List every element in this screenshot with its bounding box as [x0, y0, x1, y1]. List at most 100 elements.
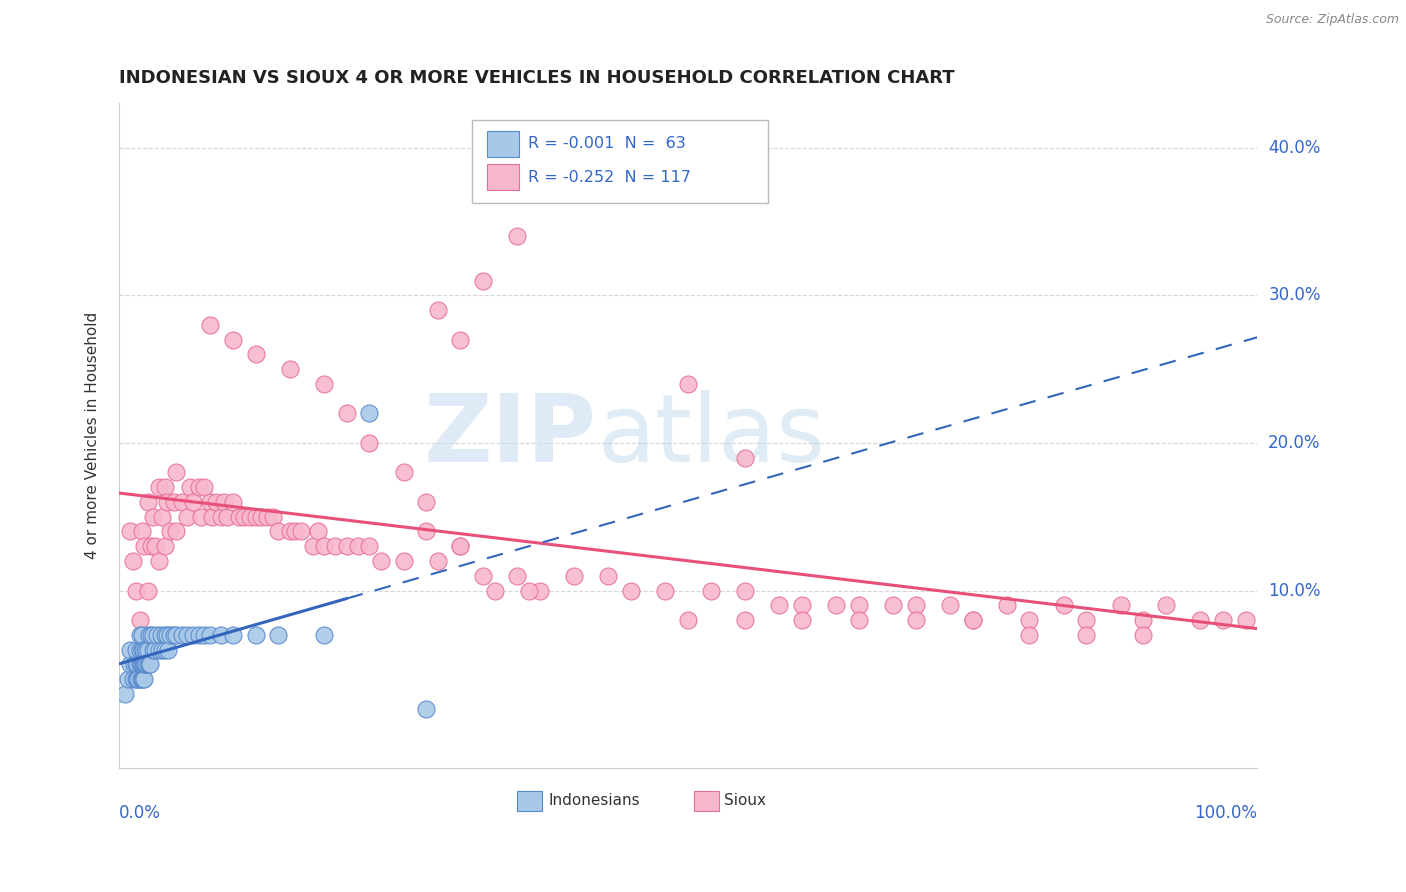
Point — [179, 480, 201, 494]
Point — [120, 524, 142, 539]
Point — [790, 613, 813, 627]
Point — [995, 599, 1018, 613]
Point — [132, 657, 155, 672]
Point — [250, 509, 273, 524]
Point — [201, 509, 224, 524]
Point — [125, 657, 148, 672]
Point — [165, 628, 187, 642]
Point — [239, 509, 262, 524]
Point — [267, 628, 290, 642]
Point — [132, 642, 155, 657]
Point — [153, 628, 176, 642]
Point — [127, 657, 149, 672]
Y-axis label: 4 or more Vehicles in Household: 4 or more Vehicles in Household — [86, 312, 100, 559]
Point — [939, 599, 962, 613]
Point — [135, 657, 157, 672]
Point — [190, 509, 212, 524]
Point — [233, 509, 256, 524]
Point — [136, 583, 159, 598]
Point — [131, 657, 153, 672]
Text: atlas: atlas — [598, 390, 825, 482]
Point — [181, 628, 204, 642]
Point — [163, 628, 186, 642]
Point — [193, 480, 215, 494]
Point — [131, 642, 153, 657]
Point — [392, 554, 415, 568]
Point — [170, 495, 193, 509]
Point — [187, 480, 209, 494]
Bar — [693, 791, 718, 811]
Point — [472, 568, 495, 582]
Point — [517, 583, 540, 598]
Point — [163, 495, 186, 509]
Point — [790, 599, 813, 613]
Point — [562, 568, 585, 582]
Point — [170, 628, 193, 642]
Point — [848, 613, 870, 627]
Point — [150, 509, 173, 524]
Point — [472, 273, 495, 287]
Point — [359, 406, 381, 420]
Point — [484, 583, 506, 598]
Point — [734, 583, 756, 598]
Point — [370, 554, 392, 568]
Point — [676, 613, 699, 627]
Point — [114, 687, 136, 701]
Point — [290, 524, 312, 539]
Point — [1052, 599, 1074, 613]
Text: R = -0.252  N = 117: R = -0.252 N = 117 — [527, 169, 690, 185]
Text: R = -0.001  N =  63: R = -0.001 N = 63 — [527, 136, 685, 152]
Point — [136, 495, 159, 509]
Point — [153, 539, 176, 553]
Point — [134, 642, 156, 657]
Point — [135, 642, 157, 657]
Point — [128, 657, 150, 672]
Point — [128, 642, 150, 657]
Point — [1076, 613, 1098, 627]
Point — [145, 628, 167, 642]
Text: 0.0%: 0.0% — [120, 805, 160, 822]
Point — [128, 657, 150, 672]
Text: 40.0%: 40.0% — [1268, 138, 1320, 157]
Point — [125, 642, 148, 657]
Point — [312, 539, 335, 553]
Point — [449, 539, 471, 553]
Point — [904, 599, 927, 613]
Point — [139, 657, 162, 672]
Text: ZIP: ZIP — [425, 390, 598, 482]
Point — [323, 539, 346, 553]
Point — [145, 642, 167, 657]
Bar — [486, 164, 519, 190]
Point — [193, 628, 215, 642]
Point — [359, 539, 381, 553]
Point — [132, 657, 155, 672]
Point — [153, 642, 176, 657]
Text: Indonesians: Indonesians — [548, 793, 640, 808]
Point — [1018, 628, 1040, 642]
Point — [1212, 613, 1234, 627]
Point — [245, 347, 267, 361]
Point — [734, 450, 756, 465]
Point — [136, 642, 159, 657]
Point — [1132, 613, 1154, 627]
Point — [159, 524, 181, 539]
Point — [336, 539, 359, 553]
Point — [132, 672, 155, 686]
Text: 10.0%: 10.0% — [1268, 582, 1320, 599]
Point — [598, 568, 620, 582]
Point — [134, 657, 156, 672]
Point — [204, 495, 226, 509]
Point — [1132, 628, 1154, 642]
Point — [131, 628, 153, 642]
Point — [620, 583, 643, 598]
Point — [153, 480, 176, 494]
Point — [312, 376, 335, 391]
Point — [181, 495, 204, 509]
Point — [734, 613, 756, 627]
Point — [825, 599, 848, 613]
Text: INDONESIAN VS SIOUX 4 OR MORE VEHICLES IN HOUSEHOLD CORRELATION CHART: INDONESIAN VS SIOUX 4 OR MORE VEHICLES I… — [120, 69, 955, 87]
Point — [1234, 613, 1257, 627]
Point — [278, 524, 301, 539]
Point — [307, 524, 329, 539]
Point — [415, 524, 437, 539]
